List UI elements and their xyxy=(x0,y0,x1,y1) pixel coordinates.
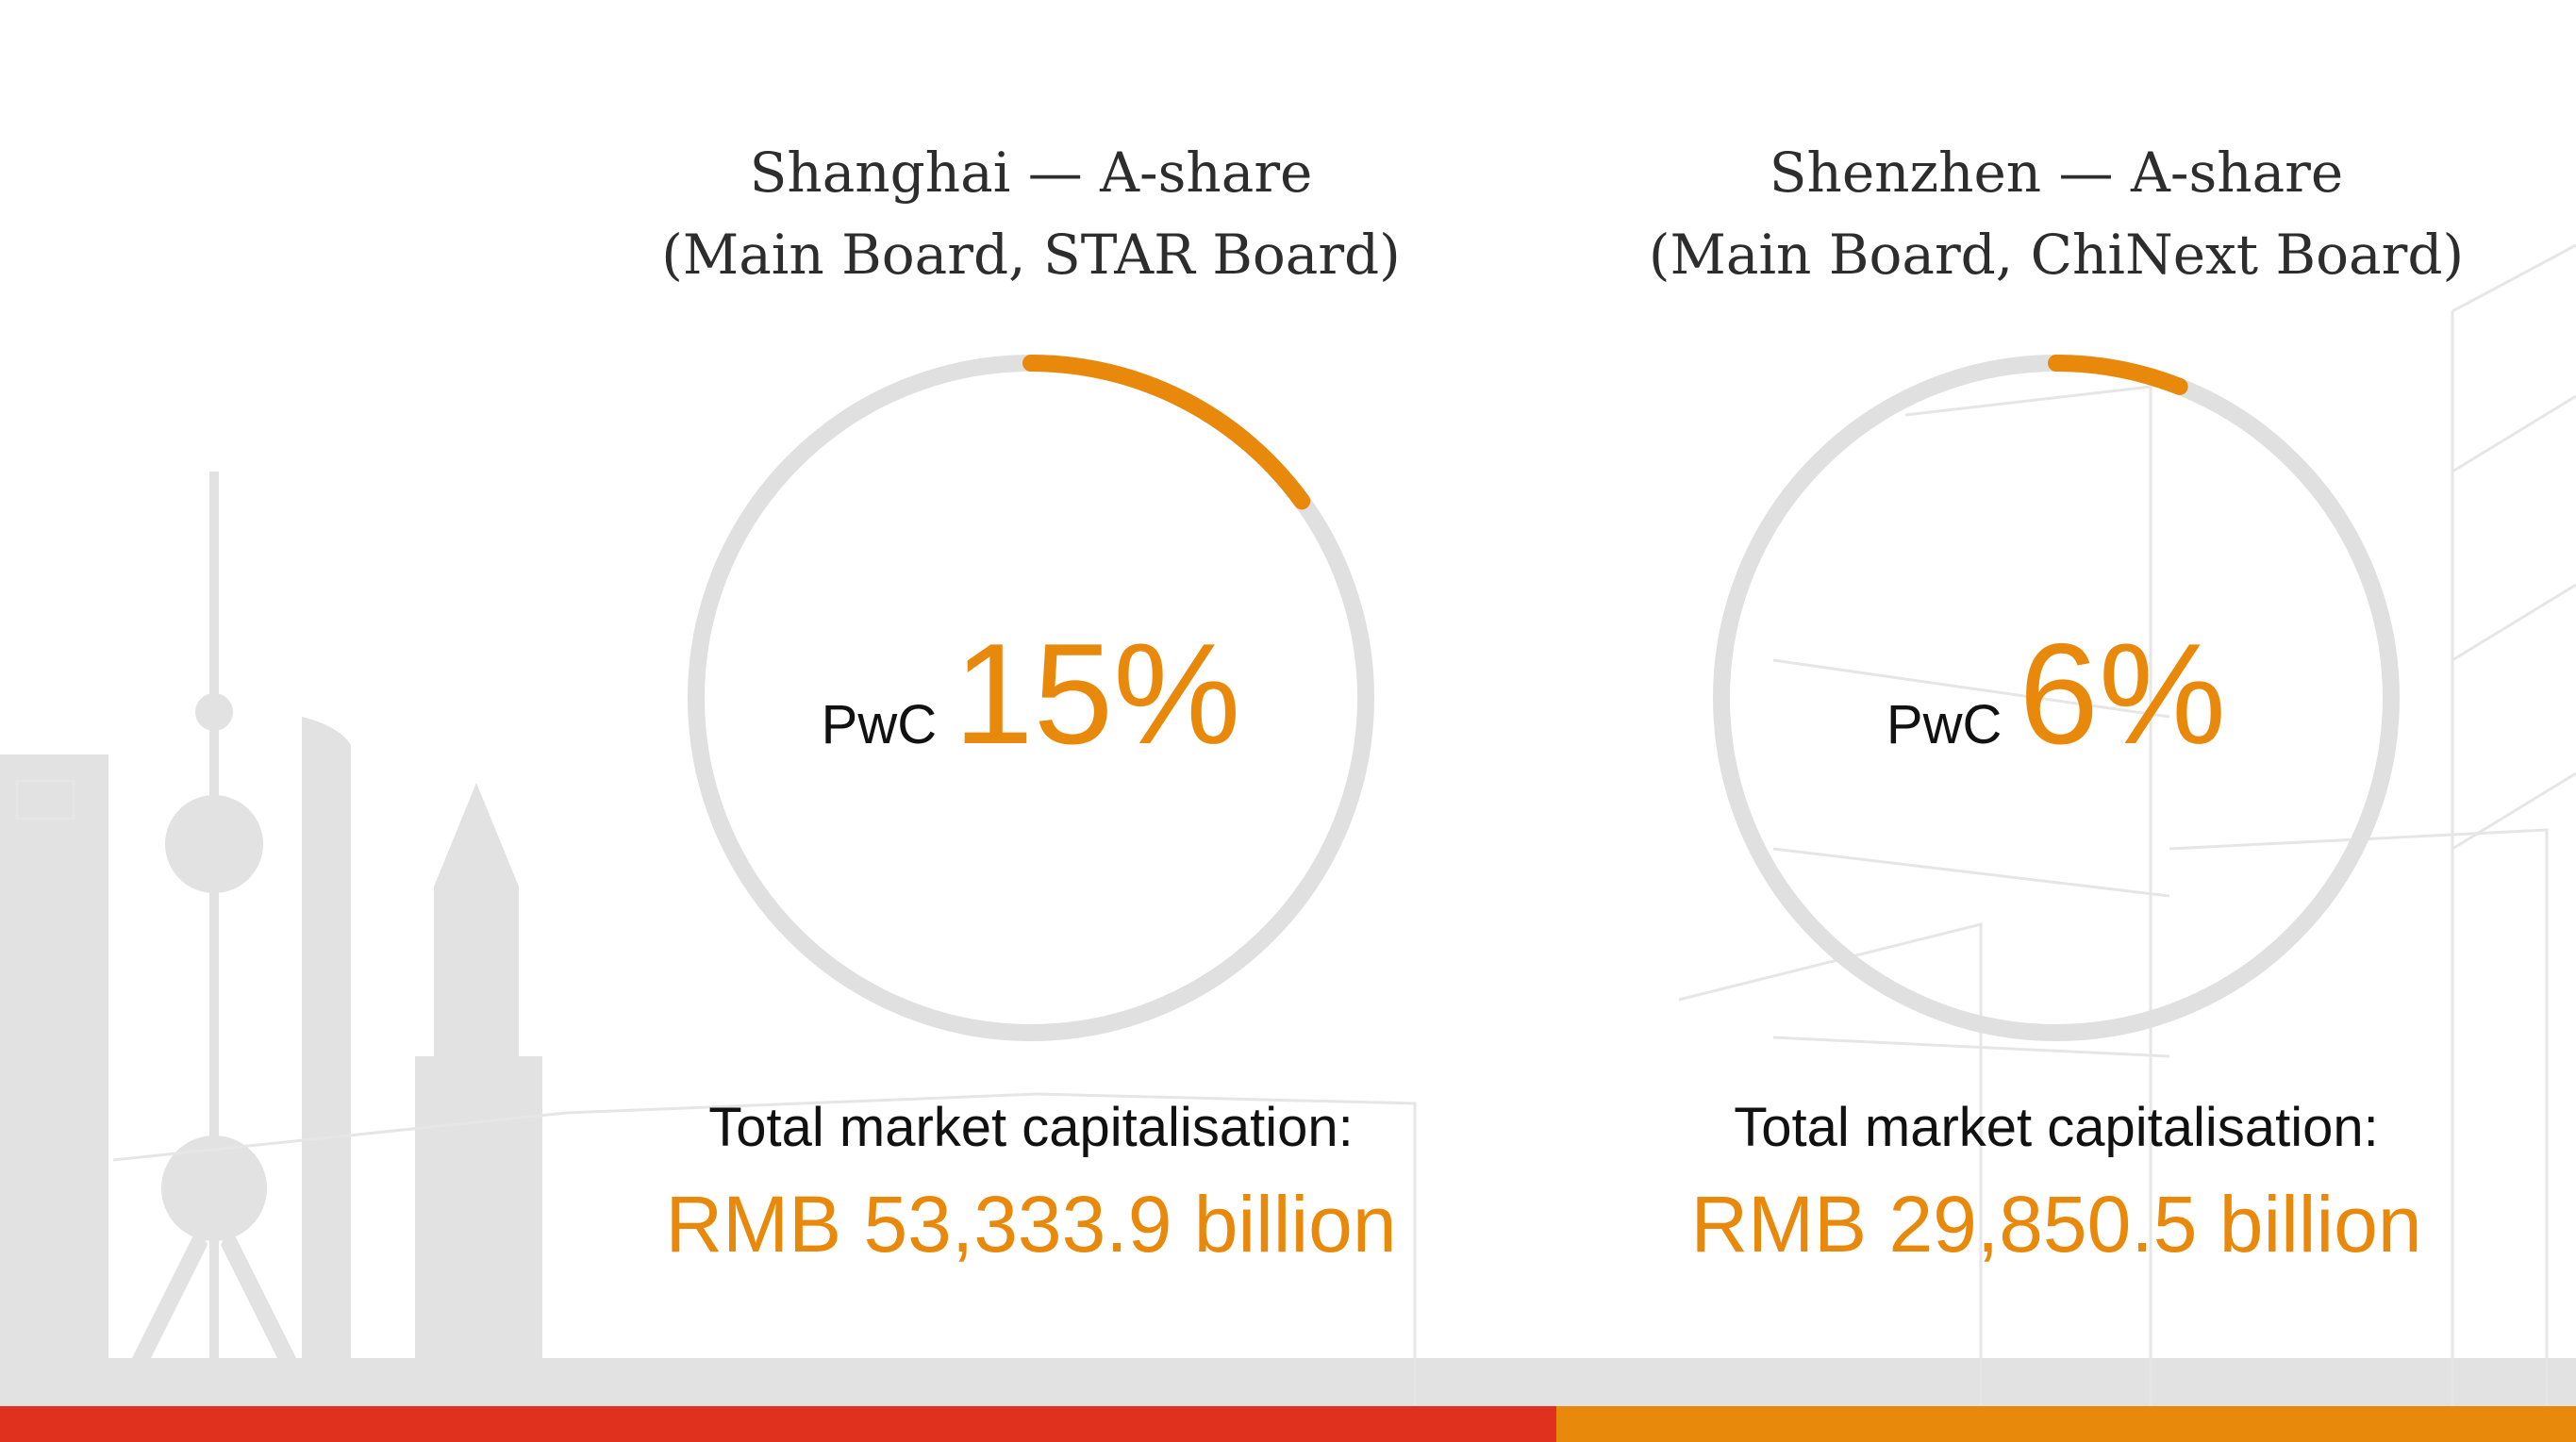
ring-center-label: PwC 15% xyxy=(682,622,1380,773)
chart-title: Shenzhen — A-share (Main Board, ChiNext … xyxy=(1537,132,2575,296)
title-line-1: Shenzhen — A-share xyxy=(1769,141,2344,205)
ring-center-label: PwC 6% xyxy=(1707,622,2405,773)
market-cap-value: RMB 29,850.5 billion xyxy=(1690,1180,2422,1268)
market-cap-value: RMB 53,333.9 billion xyxy=(665,1180,1397,1268)
ring-progress-arc xyxy=(1022,355,1311,510)
market-cap-label: Total market capitalisation: xyxy=(708,1097,1354,1158)
title-line-2: (Main Board, STAR Board) xyxy=(661,223,1401,287)
ring-progress-arc xyxy=(2048,355,2188,395)
title-line-1: Shanghai — A-share xyxy=(749,141,1313,205)
market-cap-label: Total market capitalisation: xyxy=(1734,1097,2379,1158)
progress-ring xyxy=(688,355,1374,1041)
title-line-2: (Main Board, ChiNext Board) xyxy=(1648,223,2465,287)
progress-ring xyxy=(1713,355,2400,1041)
pwc-label: PwC xyxy=(821,694,938,755)
shenzhen-panel: Shenzhen — A-share (Main Board, ChiNext … xyxy=(1537,0,2575,1442)
percentage-value: 6% xyxy=(2019,614,2227,774)
pwc-label: PwC xyxy=(1886,694,2003,755)
chart-title: Shanghai — A-share (Main Board, STAR Boa… xyxy=(512,132,1550,296)
footer-bar-orange xyxy=(1556,1406,2576,1442)
percentage-value: 15% xyxy=(954,614,1241,774)
footer-bar-red xyxy=(0,1406,1556,1442)
shanghai-panel: Shanghai — A-share (Main Board, STAR Boa… xyxy=(512,0,1550,1442)
